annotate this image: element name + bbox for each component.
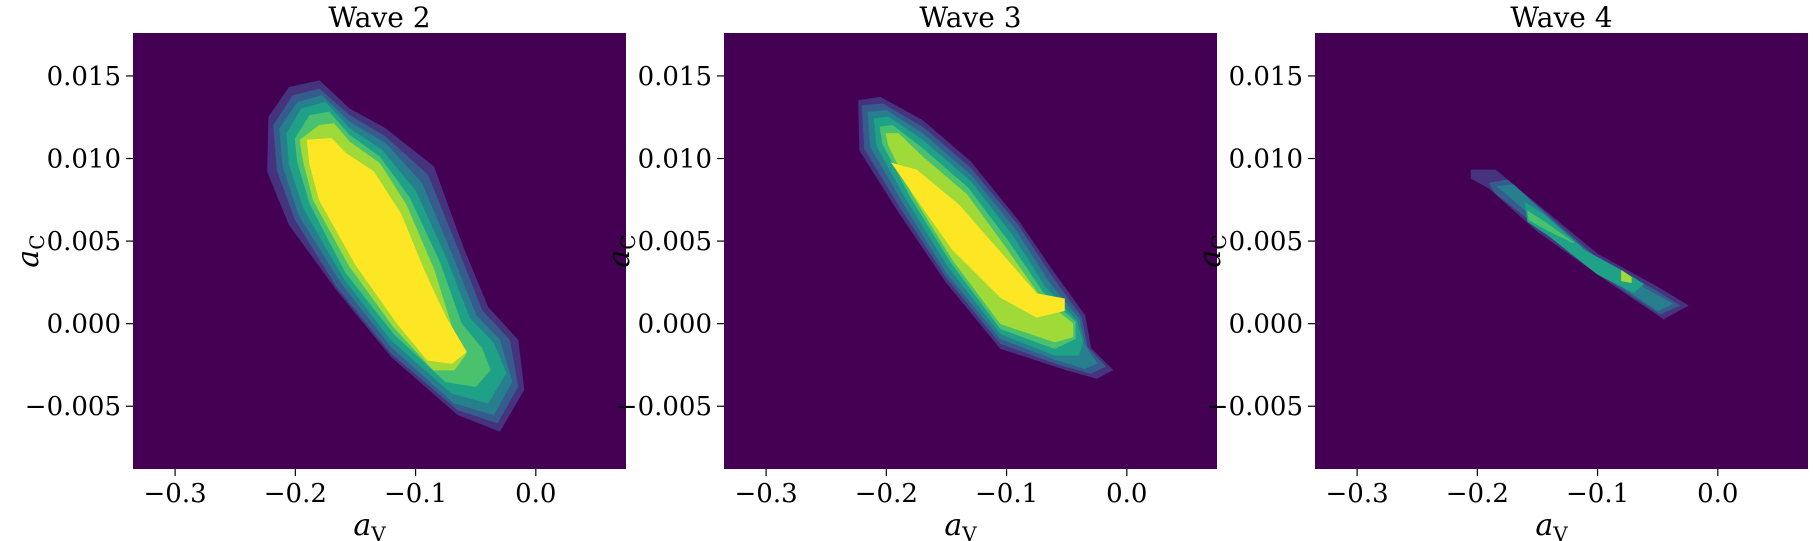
panel-title: Wave 4 — [1510, 1, 1612, 34]
x-axis-label-subscript: V — [961, 522, 977, 541]
x-tick-label: −0.3 — [735, 479, 798, 509]
contour-levels — [267, 80, 525, 432]
y-tick-label: 0.005 — [638, 227, 712, 257]
x-tick-label: −0.2 — [264, 479, 327, 509]
y-axis-label-subscript: C — [616, 234, 640, 249]
y-tick-label: 0.015 — [47, 62, 121, 92]
x-axis-label: aV — [944, 508, 977, 541]
contour-level-5 — [1527, 210, 1574, 244]
x-tick-label: 0.0 — [515, 479, 556, 509]
y-tick-label: −0.005 — [1207, 392, 1303, 422]
y-tick-label: 0.015 — [638, 62, 712, 92]
contour-level-7 — [891, 162, 1065, 318]
x-axis-label-subscript: V — [1552, 522, 1568, 541]
plot-area-background — [1315, 33, 1808, 469]
panel-title: Wave 2 — [328, 1, 430, 34]
y-tick-label: 0.010 — [638, 145, 712, 175]
y-tick-label: 0.000 — [1229, 310, 1303, 340]
x-axis-label: aV — [353, 508, 386, 541]
x-axis-label: aV — [1535, 508, 1568, 541]
x-tick-label: −0.1 — [384, 479, 447, 509]
contour-levels — [858, 96, 1114, 379]
y-axis-label-subscript: C — [1207, 234, 1231, 249]
y-tick-label: 0.000 — [638, 310, 712, 340]
y-tick-label: −0.005 — [616, 392, 712, 422]
x-tick-label: −0.2 — [1446, 479, 1509, 509]
contour-level-6 — [1621, 269, 1632, 283]
x-tick-label: −0.2 — [855, 479, 918, 509]
panel-title: Wave 3 — [919, 1, 1021, 34]
x-tick-label: −0.1 — [975, 479, 1038, 509]
y-tick-label: 0.005 — [1229, 227, 1303, 257]
x-tick-label: −0.3 — [1326, 479, 1389, 509]
y-axis-label: aC — [11, 234, 49, 267]
contour-level-7 — [306, 138, 467, 364]
panel-1: −0.3 −0.2 −0.1 0.0 −0.005 0.000 0.005 0.010 0.01… — [11, 1, 626, 541]
y-tick-label: 0.010 — [1229, 145, 1303, 175]
x-tick-label: 0.0 — [1697, 479, 1738, 509]
x-tick-label: −0.3 — [144, 479, 207, 509]
x-axis-label-subscript: V — [370, 522, 386, 541]
panel-2: −0.3 −0.2 −0.1 0.0 −0.005 0.000 0.005 0.010 0.01… — [602, 1, 1217, 541]
panel-3: −0.3 −0.2 −0.1 0.0 −0.005 0.000 0.005 0.010 0.01… — [1193, 1, 1808, 541]
y-tick-label: 0.010 — [47, 145, 121, 175]
y-tick-label: −0.005 — [25, 392, 121, 422]
y-tick-label: 0.015 — [1229, 62, 1303, 92]
x-tick-label: −0.1 — [1566, 479, 1629, 509]
y-axis-label-subscript: C — [25, 234, 49, 249]
x-tick-label: 0.0 — [1106, 479, 1147, 509]
y-tick-label: 0.005 — [47, 227, 121, 257]
y-tick-label: 0.000 — [47, 310, 121, 340]
contour-level-4 — [1524, 202, 1645, 293]
contour-levels — [1470, 169, 1689, 320]
